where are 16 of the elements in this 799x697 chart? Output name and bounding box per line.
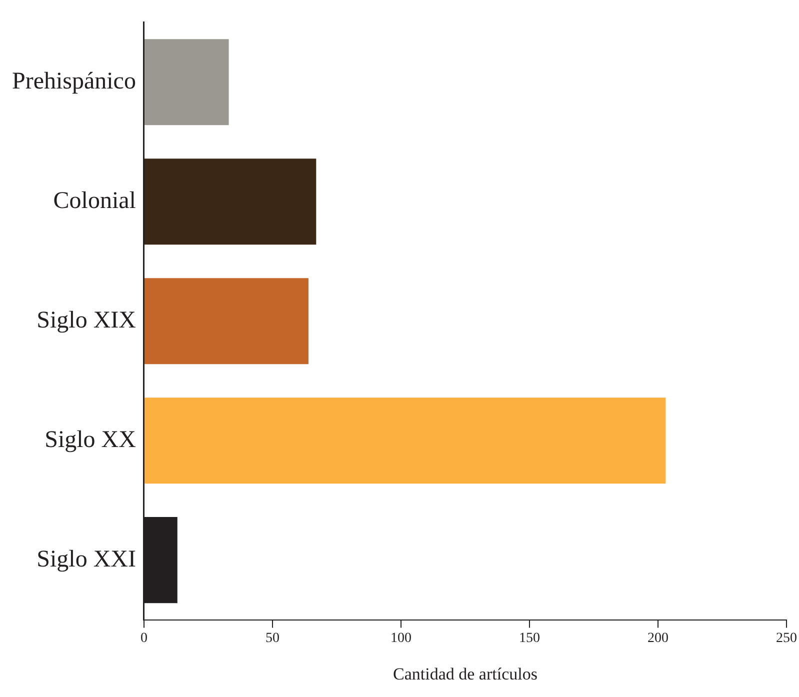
- y-tick-label: Siglo XXI: [36, 546, 136, 572]
- y-tick-label: Siglo XX: [44, 426, 136, 453]
- bar: [144, 278, 308, 364]
- x-tick-label: 50: [265, 630, 280, 646]
- y-tick-label: Prehispánico: [12, 68, 136, 94]
- bar: [144, 398, 666, 484]
- y-tick-label: Siglo XIX: [36, 307, 136, 334]
- bar: [144, 39, 229, 126]
- y-tick-label: Colonial: [53, 188, 136, 214]
- x-tick-label: 100: [390, 630, 412, 646]
- x-tick-label: 250: [776, 630, 797, 646]
- x-tick-label: 200: [647, 630, 668, 646]
- bar: [144, 158, 316, 245]
- x-axis-title: Cantidad de artículos: [393, 664, 538, 684]
- x-tick-label: 150: [518, 630, 540, 646]
- x-tick-label: 0: [140, 630, 148, 646]
